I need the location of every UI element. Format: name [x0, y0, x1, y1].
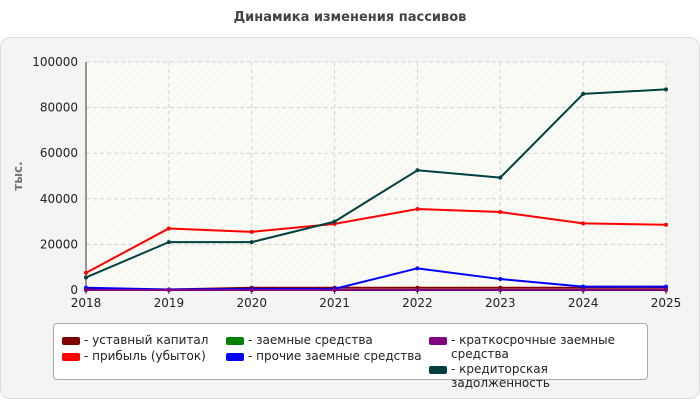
x-tick-label: 2021 — [319, 296, 350, 310]
series-point-3 — [581, 284, 586, 289]
series-point-5 — [498, 175, 503, 180]
series-point-1 — [415, 207, 420, 212]
y-axis-label: тыс. — [11, 161, 25, 190]
y-tick-label: 100000 — [32, 55, 78, 69]
series-point-1 — [498, 210, 503, 215]
series-point-4 — [664, 288, 668, 292]
series-point-5 — [249, 240, 254, 245]
series-point-4 — [581, 288, 586, 292]
series-point-5 — [84, 275, 88, 280]
y-tick-label: 60000 — [40, 146, 78, 160]
legend-label: - краткосрочные заемные средства — [451, 333, 615, 361]
legend-item-charter-capital: - уставный капитал — [62, 333, 208, 347]
plot-area — [86, 62, 666, 290]
series-point-3 — [498, 277, 503, 282]
legend-swatch — [429, 366, 447, 374]
series-point-5 — [166, 240, 171, 245]
series-point-1 — [664, 222, 668, 227]
legend-label: - заемные средства — [248, 333, 373, 347]
y-tick-label: 20000 — [40, 237, 78, 251]
series-point-4 — [498, 288, 503, 292]
x-tick-label: 2025 — [651, 296, 682, 310]
legend-label: - прочие заемные средства — [248, 349, 422, 363]
series-point-3 — [664, 284, 668, 289]
series-point-4 — [84, 288, 88, 292]
x-tick-label: 2024 — [568, 296, 599, 310]
y-tick-label: 80000 — [40, 101, 78, 115]
series-point-1 — [249, 229, 254, 234]
x-tick-label: 2022 — [402, 296, 433, 310]
x-tick-label: 2020 — [236, 296, 267, 310]
x-tick-label: 2019 — [154, 296, 185, 310]
series-point-1 — [581, 221, 586, 226]
legend-swatch — [62, 353, 80, 361]
legend-label: - кредиторская задолженность — [451, 362, 550, 390]
legend-label: - уставный капитал — [84, 333, 209, 347]
series-point-5 — [332, 219, 337, 224]
series-point-5 — [415, 168, 420, 173]
series-point-5 — [664, 87, 668, 92]
series-point-1 — [166, 226, 171, 231]
series-line-1 — [85, 208, 667, 274]
series-line-5 — [85, 88, 667, 279]
y-tick-label: 0 — [70, 283, 78, 297]
y-tick-label: 40000 — [40, 192, 78, 206]
legend-item-accounts-payable: - кредиторская задолженность — [429, 362, 647, 390]
series-point-3 — [415, 266, 420, 271]
legend-swatch — [62, 337, 80, 345]
series-point-4 — [249, 288, 254, 292]
legend-item-short-term-loans: - краткосрочные заемные средства — [429, 333, 629, 361]
legend-item-other-borrowed-funds: - прочие заемные средства — [226, 349, 422, 363]
legend-swatch — [226, 337, 244, 345]
series-point-4 — [166, 288, 171, 292]
legend-item-profit: - прибыль (убыток) — [62, 349, 206, 363]
legend-swatch — [226, 353, 244, 361]
x-tick-label: 2023 — [485, 296, 516, 310]
chart-legend: - уставный капитал - прибыль (убыток) - … — [53, 323, 648, 390]
legend-swatch — [429, 337, 447, 345]
series-point-4 — [332, 288, 337, 292]
chart-title: Динамика изменения пассивов — [233, 10, 467, 25]
series-point-1 — [84, 270, 88, 275]
series-point-4 — [415, 288, 420, 292]
series-point-5 — [581, 91, 586, 96]
x-tick-label: 2018 — [71, 296, 102, 310]
legend-label: - прибыль (убыток) — [84, 349, 206, 363]
legend-item-borrowed-funds: - заемные средства — [226, 333, 373, 347]
